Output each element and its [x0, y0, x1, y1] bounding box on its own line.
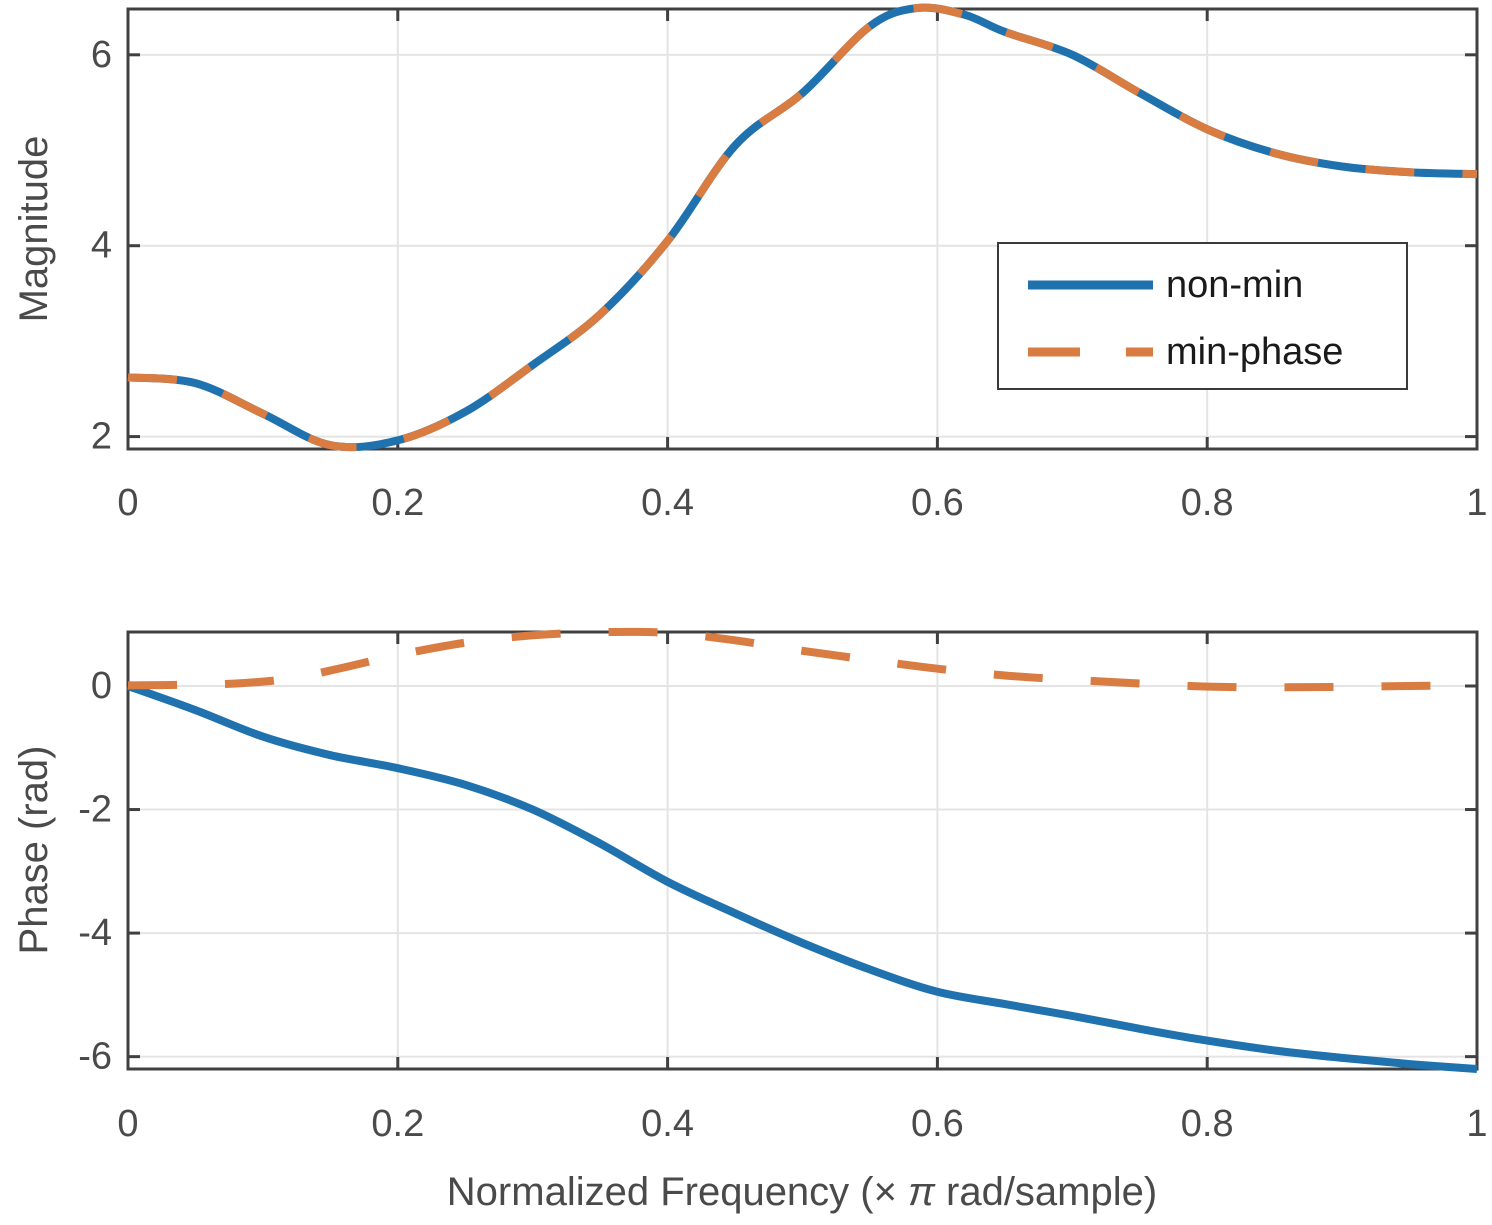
x-axis-label: Normalized Frequency (× π rad/sample)	[447, 1170, 1157, 1214]
y-tick-label: -2	[78, 789, 112, 831]
x-tick-label: 0.2	[371, 1103, 424, 1145]
x-axis-label-pre: Normalized Frequency (×	[447, 1170, 908, 1214]
series-non-min	[126, 682, 1478, 1073]
magnitude-plot: Magnitude 0 0.2 0.4 0.6 0.8 1 2 4 6 non-min min-ph…	[12, 3, 1488, 524]
x-tick-label: 0.8	[1181, 482, 1234, 524]
series-min-phase	[127, 627, 1478, 692]
gridlines	[128, 632, 1477, 1069]
x-tick-label: 0.8	[1181, 1103, 1234, 1145]
tick-marks	[126, 632, 1479, 1069]
legend-box	[997, 242, 1408, 390]
x-tick-label: 0.2	[371, 482, 424, 524]
series-non-min	[127, 3, 1478, 452]
x-tick-label: 0.6	[911, 482, 964, 524]
y-tick-label: -6	[78, 1036, 112, 1078]
x-tick-label: 0.4	[641, 482, 694, 524]
legend: non-min min-phase	[997, 242, 1408, 390]
legend-label-min-phase: min-phase	[1166, 331, 1343, 373]
x-tick-label: 0	[117, 1103, 138, 1145]
y-tick-label: -4	[78, 912, 112, 954]
axes-box	[126, 630, 1479, 1071]
magnitude-axis-label: Magnitude	[12, 136, 56, 323]
phase-plot: Phase (rad) Normalized Frequency (× π ra…	[12, 627, 1488, 1214]
x-tick-label: 0.6	[911, 1103, 964, 1145]
y-tick-label: 0	[91, 665, 112, 707]
x-tick-label: 1	[1466, 482, 1487, 524]
x-tick-label: 0.4	[641, 1103, 694, 1145]
y-tick-label: 2	[91, 416, 112, 458]
x-axis-label-post: rad/sample)	[935, 1170, 1157, 1214]
y-tick-label: 4	[91, 225, 112, 267]
x-tick-label: 0	[117, 482, 138, 524]
pi-symbol: π	[908, 1170, 936, 1214]
legend-label-non-min: non-min	[1166, 264, 1303, 306]
x-tick-label: 1	[1466, 1103, 1487, 1145]
phase-axis-label: Phase (rad)	[12, 746, 56, 955]
axes-box	[126, 7, 1479, 451]
y-tick-label: 6	[91, 34, 112, 76]
